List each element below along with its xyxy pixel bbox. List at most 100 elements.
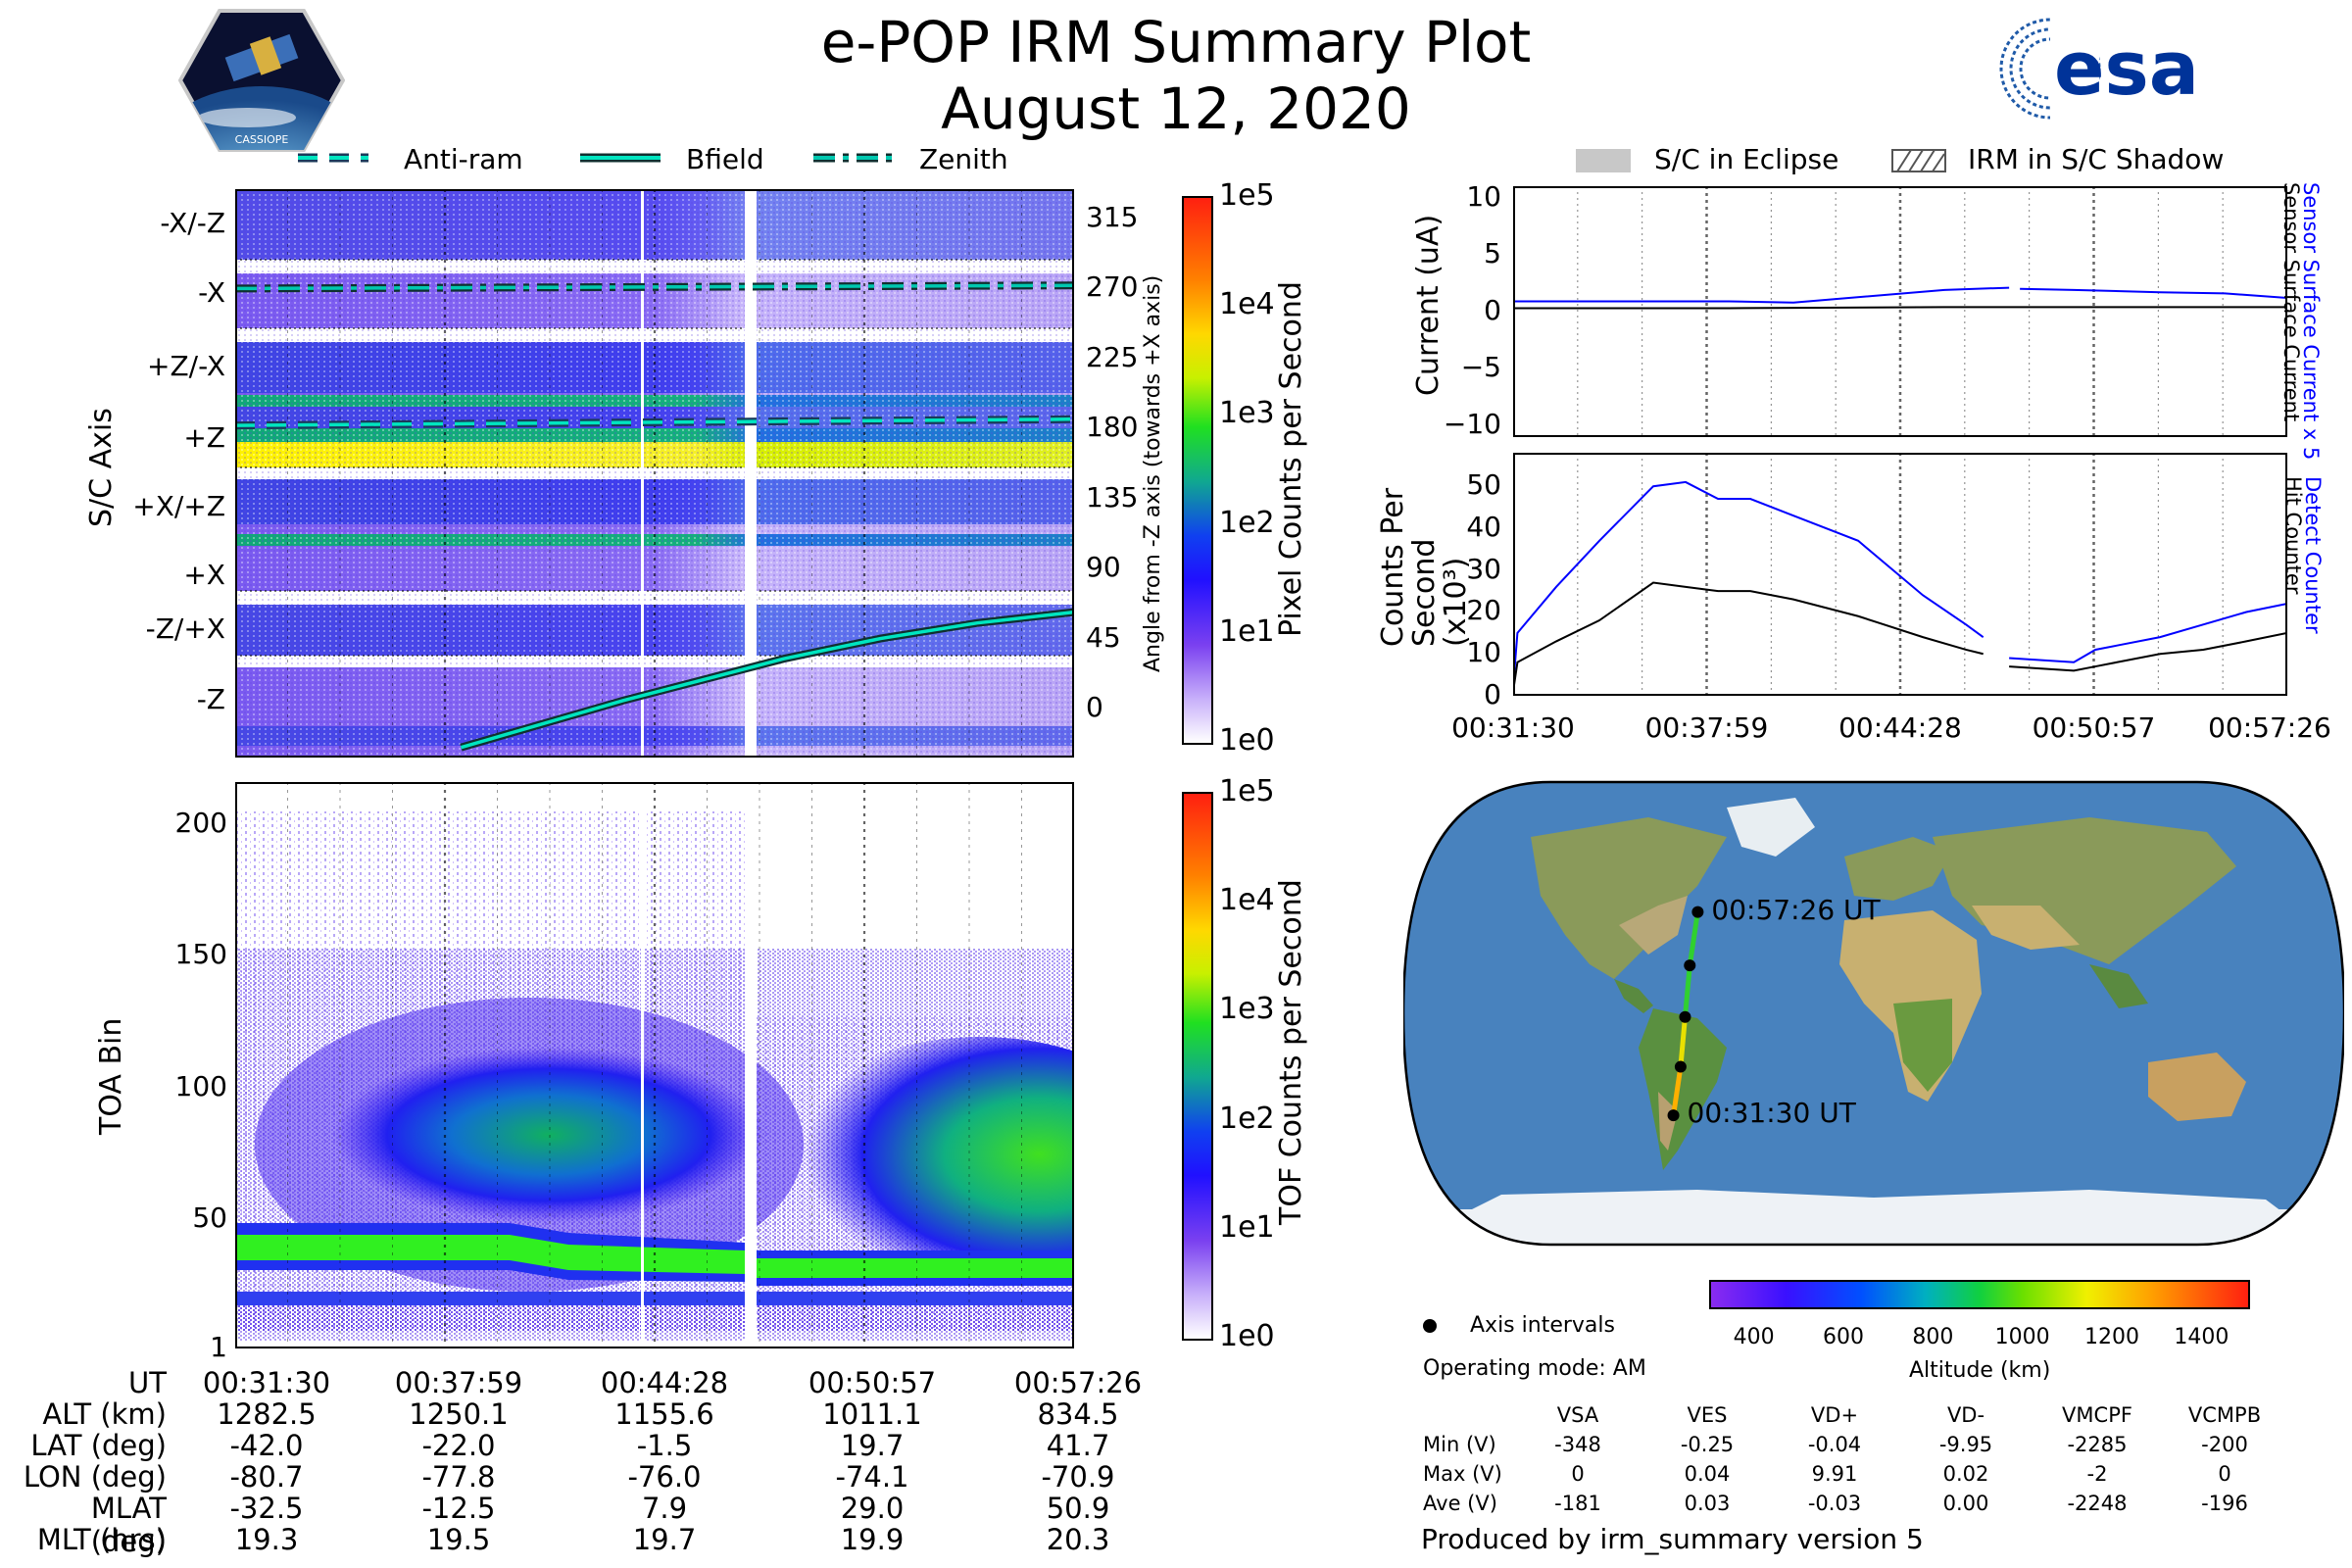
altitude-colorbar-label: Altitude (km) xyxy=(1909,1358,2051,1383)
ephemeris-value: 7.9 xyxy=(641,1492,688,1525)
sc-axis-tick: -X/-Z xyxy=(160,207,225,239)
track-point xyxy=(1674,1060,1687,1073)
voltage-column-header: VSA xyxy=(1556,1403,1599,1427)
voltage-value: -200 xyxy=(2201,1433,2248,1456)
current-plot xyxy=(1513,186,2287,437)
voltage-value: -181 xyxy=(1554,1492,1601,1515)
series-line-0 xyxy=(2020,287,2287,300)
voltage-column-header: VCMPB xyxy=(2187,1403,2262,1427)
track-segment xyxy=(1671,1066,1684,1116)
ephemeris-label: LAT (deg) xyxy=(30,1429,167,1462)
angle-tick: 135 xyxy=(1086,480,1139,514)
ephemeris-value: -70.9 xyxy=(1041,1460,1115,1494)
y-tick: 0 xyxy=(1484,678,1501,710)
voltage-value: 0.02 xyxy=(1942,1462,1989,1486)
ephemeris-value: 1250.1 xyxy=(409,1397,509,1431)
voltage-value: -196 xyxy=(2201,1492,2248,1515)
voltage-row-label: Max (V) xyxy=(1423,1462,1502,1486)
series-line-0 xyxy=(1513,480,1984,688)
ephemeris-label: MLAT (deg) xyxy=(90,1492,167,1558)
ephemeris-value: -76.0 xyxy=(627,1460,702,1494)
legend-shadow: IRM in S/C Shadow xyxy=(1968,143,2225,175)
voltage-value: 0.04 xyxy=(1684,1462,1731,1486)
voltage-row-label: Min (V) xyxy=(1423,1433,1496,1456)
colorbar-tick: 1e0 xyxy=(1219,1319,1275,1353)
angle-tick: 180 xyxy=(1086,411,1139,444)
voltage-value: -2248 xyxy=(2067,1492,2128,1515)
toa-tick: 1 xyxy=(210,1331,227,1363)
ephemeris-value: 50.9 xyxy=(1046,1492,1110,1525)
track-point xyxy=(1679,1010,1691,1023)
sc-axis-tick: +Z xyxy=(183,421,225,454)
colorbar-tick: 1e4 xyxy=(1219,287,1275,322)
ephemeris-label: ALT (km) xyxy=(42,1397,167,1431)
track-segment xyxy=(1682,964,1692,1017)
toa-tick: 200 xyxy=(174,806,227,839)
ephemeris-value: -1.5 xyxy=(636,1429,693,1462)
world-map xyxy=(1403,780,2344,1247)
voltage-value: 9.91 xyxy=(1811,1462,1858,1486)
voltage-value: 0 xyxy=(1571,1462,1585,1486)
page-title: e-POP IRM Summary Plot xyxy=(820,9,1532,75)
series-line-0 xyxy=(2009,602,2287,663)
voltage-value: -0.25 xyxy=(1680,1433,1735,1456)
voltage-value: -0.04 xyxy=(1807,1433,1862,1456)
ephemeris-label: UT xyxy=(128,1366,167,1399)
ephemeris-value: 1282.5 xyxy=(217,1397,317,1431)
series-line-2 xyxy=(235,417,1074,427)
y-tick: 20 xyxy=(1466,594,1501,627)
ephemeris-value: -12.5 xyxy=(421,1492,496,1525)
ephemeris-value: 00:37:59 xyxy=(394,1366,523,1399)
colorbar-tick: 1e3 xyxy=(1219,396,1275,431)
altitude-colorbar xyxy=(1709,1280,2250,1309)
track-segment xyxy=(1678,1016,1688,1067)
ephemeris-value: 41.7 xyxy=(1046,1429,1110,1462)
pixel-colorbar-label: Pixel Counts per Second xyxy=(1274,281,1308,637)
angle-tick: 90 xyxy=(1086,551,1121,584)
altitude-tick: 1000 xyxy=(1994,1325,2050,1349)
series-line-3 xyxy=(460,610,1074,750)
ephemeris-label: LON (deg) xyxy=(23,1460,167,1494)
y-tick: 10 xyxy=(1466,636,1501,669)
sc-axis-tick: +X xyxy=(183,559,225,591)
track-point xyxy=(1691,906,1704,918)
track-point xyxy=(1684,959,1696,972)
voltage-value: -348 xyxy=(1554,1433,1601,1456)
sc-axis-tick: -X xyxy=(198,276,225,309)
time-tick: 00:44:28 xyxy=(1838,711,1962,744)
legend-eclipse-swatch xyxy=(1576,149,1631,172)
surface-current-label: Sensor Surface Current xyxy=(2279,182,2303,422)
track-segment xyxy=(1687,911,1700,966)
toa-tick: 150 xyxy=(174,938,227,971)
altitude-tick: 400 xyxy=(1733,1325,1775,1349)
colorbar-tick: 1e1 xyxy=(1219,613,1275,649)
toa-tick: 100 xyxy=(174,1069,227,1102)
y-tick: 40 xyxy=(1466,510,1501,543)
voltage-value: -0.03 xyxy=(1807,1492,1862,1515)
legend-antiram-marker xyxy=(294,143,372,172)
sc-axis-tick: +Z/-X xyxy=(147,350,225,382)
voltage-column-header: VD- xyxy=(1946,1403,1985,1427)
time-tick: 00:50:57 xyxy=(2032,711,2156,744)
ephemeris-value: 00:44:28 xyxy=(600,1366,729,1399)
current-ylabel: Current (uA) xyxy=(1411,214,1446,396)
colorbar-tick: 1e1 xyxy=(1219,1209,1275,1245)
altitude-tick: 600 xyxy=(1823,1325,1864,1349)
ephemeris-label: MLT (hrs) xyxy=(36,1523,167,1556)
y-tick: −10 xyxy=(1443,408,1501,441)
legend-bfield-marker xyxy=(576,143,664,172)
colorbar-tick: 1e5 xyxy=(1219,774,1275,808)
pixel-colorbar xyxy=(1182,196,1213,745)
page-date: August 12, 2020 xyxy=(941,75,1411,142)
voltage-value: -2285 xyxy=(2067,1433,2128,1456)
time-tick: 00:57:26 xyxy=(2208,711,2331,744)
counts-plot xyxy=(1513,453,2287,696)
voltage-value: 0.03 xyxy=(1684,1492,1731,1515)
time-tick: 00:31:30 xyxy=(1451,711,1575,744)
voltage-row-label: Ave (V) xyxy=(1423,1492,1497,1515)
ephemeris-value: -42.0 xyxy=(229,1429,304,1462)
voltage-value: -2 xyxy=(2086,1462,2108,1486)
colorbar-tick: 1e2 xyxy=(1219,1101,1275,1136)
legend-zenith: Zenith xyxy=(919,143,1008,175)
colorbar-tick: 1e2 xyxy=(1219,505,1275,540)
